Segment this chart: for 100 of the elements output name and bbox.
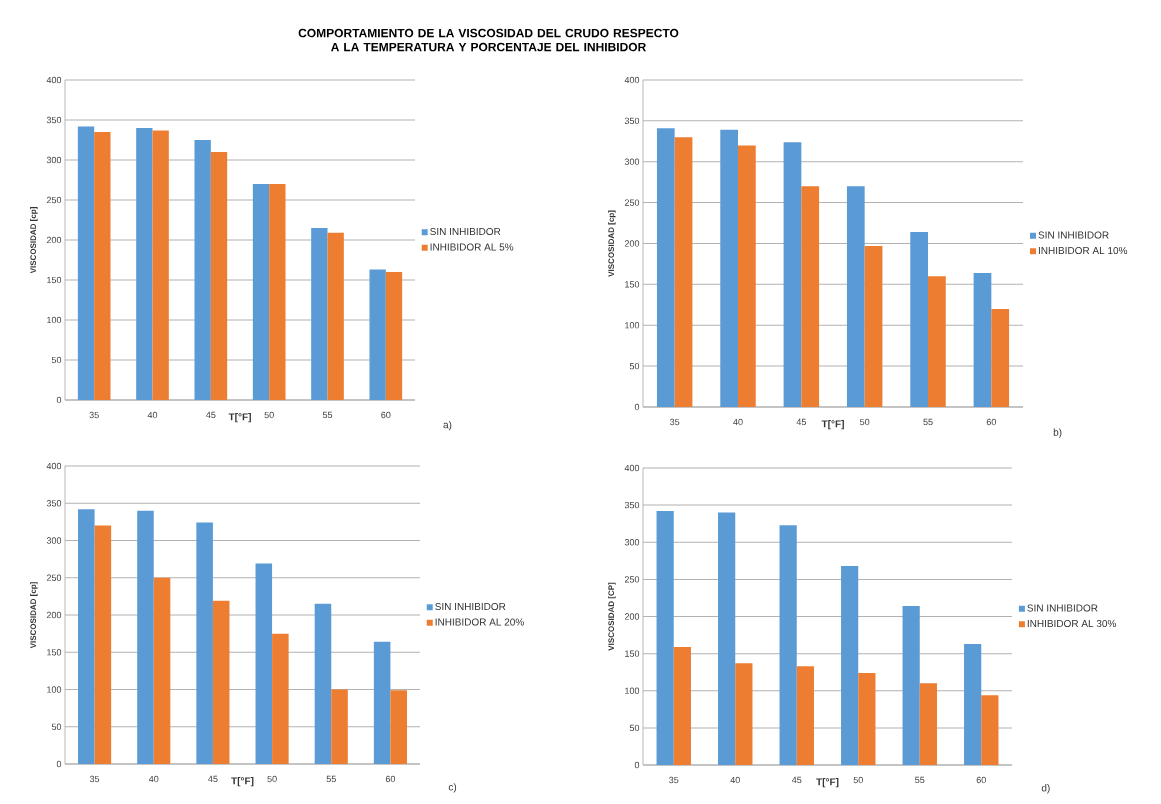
bar — [858, 672, 876, 765]
x-tick-label: 35 — [89, 775, 100, 783]
bar — [801, 186, 820, 407]
x-tick-label: 55 — [915, 776, 925, 784]
x-tick-label: 40 — [147, 411, 158, 419]
x-tick-label: 55 — [326, 775, 336, 783]
y-tick-label: 150 — [47, 276, 62, 284]
bar — [902, 606, 920, 765]
bar — [735, 663, 753, 765]
y-tick-label: 250 — [624, 576, 640, 583]
x-tick-label: 60 — [385, 775, 396, 783]
bar — [718, 512, 736, 765]
bar — [964, 643, 982, 765]
y-tick-label: 300 — [46, 537, 62, 544]
y-tick-label: 0 — [634, 403, 640, 411]
y-tick-label: 100 — [625, 322, 640, 329]
bar — [846, 186, 865, 407]
y-tick-label: 0 — [56, 760, 62, 768]
x-tick-label: 35 — [89, 411, 99, 419]
y-tick-label: 350 — [624, 501, 640, 509]
bar — [77, 126, 95, 400]
bar — [137, 510, 154, 764]
bar — [78, 509, 95, 764]
x-tick-label: 50 — [264, 411, 274, 419]
y-tick-label: 200 — [624, 613, 640, 620]
bar — [864, 245, 883, 407]
y-tick-label: 350 — [624, 117, 640, 125]
bar — [738, 145, 756, 407]
y-tick-label: 50 — [629, 362, 640, 370]
x-tick-label: 40 — [148, 775, 159, 783]
bar — [673, 646, 691, 765]
y-tick-label: 200 — [46, 611, 62, 619]
y-axis-title: VISCOSIDAD [CP] — [608, 582, 616, 651]
text: d) — [1041, 784, 1050, 794]
x-tick-label: 55 — [322, 411, 333, 419]
x-axis-title: T[°F] — [816, 778, 839, 788]
bar — [981, 695, 999, 765]
bar — [779, 525, 797, 765]
bar — [210, 152, 228, 400]
x-axis-title: T[°F] — [228, 413, 251, 423]
y-tick-label: 150 — [625, 650, 640, 657]
y-axis-title: VISCOSIDAD [cp] — [30, 582, 38, 649]
y-tick-label: 0 — [634, 761, 640, 769]
y-axis-title: VISCOSIDAD [cp] — [608, 210, 616, 277]
x-tick-label: 60 — [381, 411, 391, 419]
bar — [272, 633, 289, 764]
legend-label: SIN INHIBIDOR — [1038, 231, 1109, 239]
x-tick-label: 55 — [923, 418, 933, 426]
y-tick-label: 400 — [624, 76, 640, 84]
y-axis-title: VISCOSIDAD [cp] — [30, 207, 38, 274]
y-tick-label: 150 — [625, 281, 640, 288]
bar — [255, 563, 273, 764]
bar — [314, 603, 332, 764]
bar — [252, 184, 270, 400]
bar — [369, 269, 386, 400]
y-tick-label: 250 — [46, 196, 62, 204]
bar — [656, 511, 674, 765]
bar — [973, 272, 992, 407]
y-tick-label: 400 — [46, 462, 62, 470]
bar — [152, 130, 169, 400]
y-tick-label: 300 — [46, 156, 62, 164]
y-tick-label: 300 — [624, 158, 640, 165]
legend-label: SIN INHIBIDOR — [430, 228, 501, 236]
bar — [94, 132, 111, 400]
bar — [136, 128, 153, 400]
legend-label: SIN INHIBIDOR — [435, 603, 506, 611]
y-tick-label: 400 — [624, 464, 640, 472]
bar — [796, 666, 814, 765]
y-tick-label: 400 — [46, 76, 62, 84]
y-tick-label: 200 — [624, 240, 640, 247]
x-tick-label: 40 — [733, 418, 743, 426]
y-tick-label: 50 — [51, 356, 62, 364]
bar — [919, 683, 937, 765]
bar — [720, 129, 739, 407]
y-tick-label: 100 — [47, 686, 62, 693]
x-tick-label: 35 — [670, 418, 680, 426]
bar — [311, 228, 328, 400]
y-tick-label: 50 — [629, 724, 640, 732]
y-tick-label: 150 — [47, 649, 62, 656]
bar — [373, 641, 391, 764]
x-tick-label: 40 — [730, 776, 740, 784]
y-tick-label: 350 — [46, 500, 62, 507]
bar — [783, 142, 802, 407]
bar — [194, 140, 211, 400]
bar — [196, 522, 213, 764]
y-tick-label: 350 — [46, 116, 62, 124]
bar — [385, 272, 403, 400]
bar — [656, 128, 675, 407]
text: COMPORTAMIENTO DE LA VISCOSIDAD DEL CRUDO RESPECTO A LA TEMPERATURA Y PORCENTAJE DEL INHIBIDOR — [298, 28, 679, 52]
bar — [928, 276, 946, 407]
legend-label: INHIBIDOR AL 5% — [430, 243, 514, 251]
x-tick-label: 60 — [976, 776, 986, 784]
legend-label: INHIBIDOR AL 30% — [1027, 620, 1117, 628]
x-tick-label: 45 — [206, 411, 216, 419]
text: b) — [1053, 428, 1062, 438]
text: a) — [443, 420, 452, 431]
text: c) — [448, 783, 457, 793]
bar — [390, 690, 407, 764]
x-tick-label: 45 — [796, 418, 806, 426]
x-tick-label: 45 — [208, 775, 218, 783]
